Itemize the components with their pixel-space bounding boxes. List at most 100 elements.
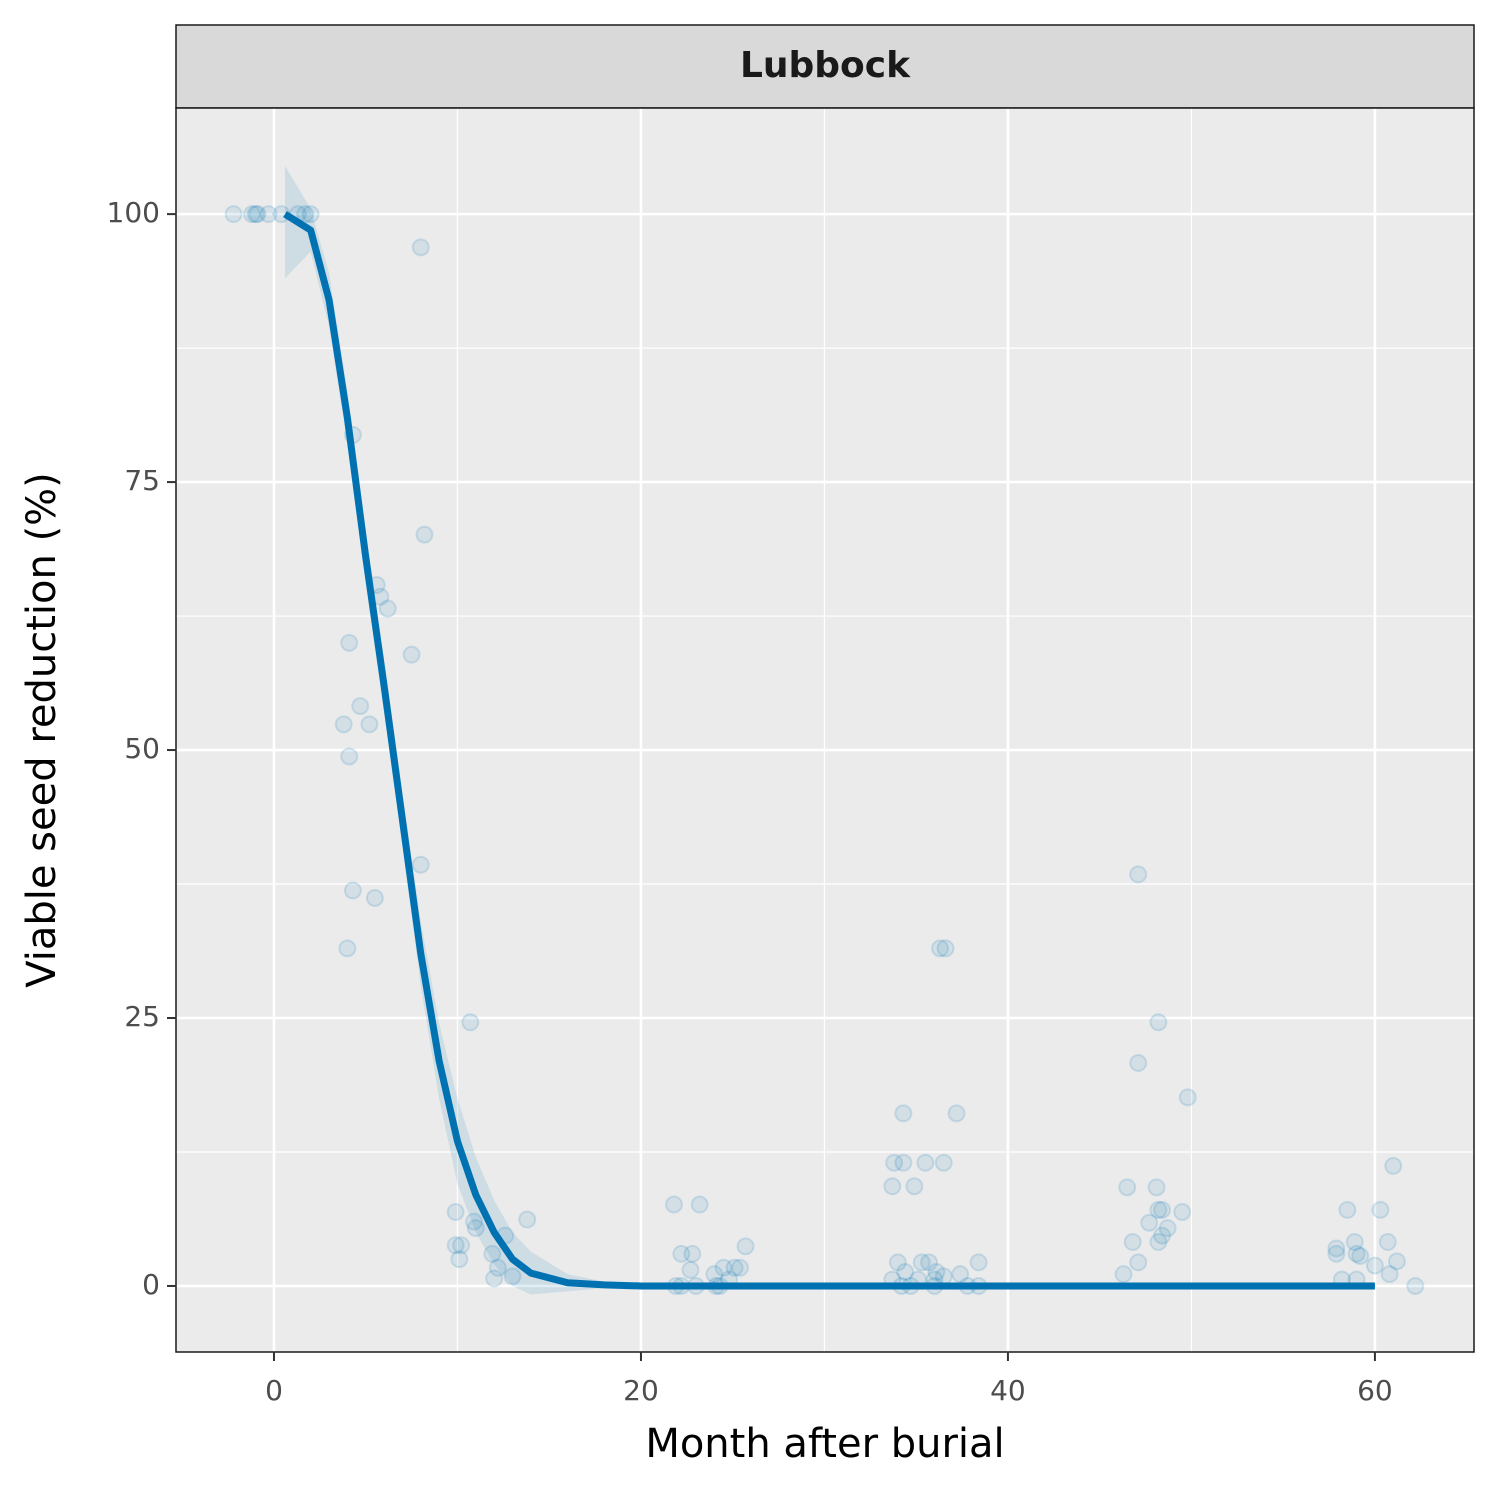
point xyxy=(1149,1233,1168,1252)
point xyxy=(883,1177,902,1196)
point xyxy=(736,1237,755,1256)
y-tick-label: 100 xyxy=(107,196,160,229)
point xyxy=(1406,1276,1425,1295)
point xyxy=(446,1236,465,1255)
facet-label: Lubbock xyxy=(740,45,911,86)
panel-border xyxy=(175,107,1475,1353)
point xyxy=(912,1253,931,1272)
point xyxy=(452,1236,471,1255)
axes: 0 25 50 75 100 0 20 40 60 xyxy=(107,196,1393,1407)
point xyxy=(466,1219,485,1238)
point xyxy=(905,1177,924,1196)
point xyxy=(705,1265,724,1284)
point xyxy=(242,205,261,224)
point xyxy=(725,1258,744,1277)
point xyxy=(488,1258,507,1277)
point xyxy=(461,1013,480,1032)
point xyxy=(683,1244,702,1263)
point xyxy=(936,939,955,958)
y-axis-title: Viable seed reduction (%) xyxy=(19,472,65,988)
point xyxy=(1387,1252,1406,1271)
y-tick-label: 0 xyxy=(142,1268,160,1301)
point xyxy=(1153,1226,1172,1245)
point xyxy=(969,1253,988,1272)
point xyxy=(894,1104,913,1123)
point xyxy=(1347,1244,1366,1263)
point xyxy=(338,939,357,958)
point xyxy=(464,1212,483,1231)
point xyxy=(1384,1156,1403,1175)
point xyxy=(916,1153,935,1172)
point xyxy=(301,205,320,224)
facet-strip xyxy=(175,24,1475,109)
point xyxy=(411,855,430,874)
y-tick-label: 75 xyxy=(124,464,160,497)
point xyxy=(450,1250,469,1269)
point xyxy=(714,1258,733,1277)
y-tick-label: 25 xyxy=(124,1000,160,1033)
point xyxy=(224,205,243,224)
point xyxy=(343,881,362,900)
point xyxy=(1123,1233,1142,1252)
point xyxy=(664,1195,683,1214)
point xyxy=(340,633,359,652)
point xyxy=(1114,1265,1133,1284)
point xyxy=(518,1210,537,1229)
point xyxy=(1149,1200,1168,1219)
point xyxy=(402,645,421,664)
point xyxy=(1327,1244,1346,1263)
point xyxy=(1345,1233,1364,1252)
x-tick-label: 20 xyxy=(623,1374,659,1407)
x-tick-label: 0 xyxy=(265,1374,283,1407)
point xyxy=(248,205,267,224)
point xyxy=(896,1263,915,1282)
point xyxy=(296,205,315,224)
fit-layer xyxy=(283,211,1375,1290)
point xyxy=(351,697,370,716)
x-axis-title: Month after burial xyxy=(645,1421,1004,1467)
point xyxy=(378,599,397,618)
point xyxy=(246,205,265,224)
point xyxy=(360,715,379,734)
point xyxy=(672,1244,691,1263)
point xyxy=(1378,1233,1397,1252)
point xyxy=(1351,1246,1370,1265)
point xyxy=(894,1153,913,1172)
point xyxy=(446,1203,465,1222)
point xyxy=(1129,1054,1148,1073)
point xyxy=(1380,1265,1399,1284)
point xyxy=(1129,1253,1148,1272)
point xyxy=(411,238,430,257)
point xyxy=(951,1265,970,1284)
x-tick-label: 40 xyxy=(990,1374,1026,1407)
point xyxy=(1147,1178,1166,1197)
point xyxy=(1153,1200,1172,1219)
point xyxy=(415,525,434,544)
point xyxy=(934,1153,953,1172)
point xyxy=(503,1267,522,1286)
point xyxy=(1129,865,1148,884)
point xyxy=(931,939,950,958)
point xyxy=(1158,1219,1177,1238)
point xyxy=(885,1153,904,1172)
point xyxy=(731,1258,750,1277)
point xyxy=(690,1195,709,1214)
point xyxy=(947,1104,966,1123)
point xyxy=(888,1253,907,1272)
point xyxy=(1371,1200,1390,1219)
point xyxy=(1149,1013,1168,1032)
point xyxy=(365,888,384,907)
point xyxy=(1118,1178,1137,1197)
point xyxy=(1365,1256,1384,1275)
fit-curve xyxy=(283,211,1375,1290)
point xyxy=(340,747,359,766)
point xyxy=(681,1260,700,1279)
point xyxy=(1173,1203,1192,1222)
point xyxy=(485,1269,504,1288)
y-tick-label: 50 xyxy=(124,732,160,765)
point xyxy=(1338,1200,1357,1219)
point xyxy=(1140,1213,1159,1232)
x-tick-label: 60 xyxy=(1357,1374,1393,1407)
